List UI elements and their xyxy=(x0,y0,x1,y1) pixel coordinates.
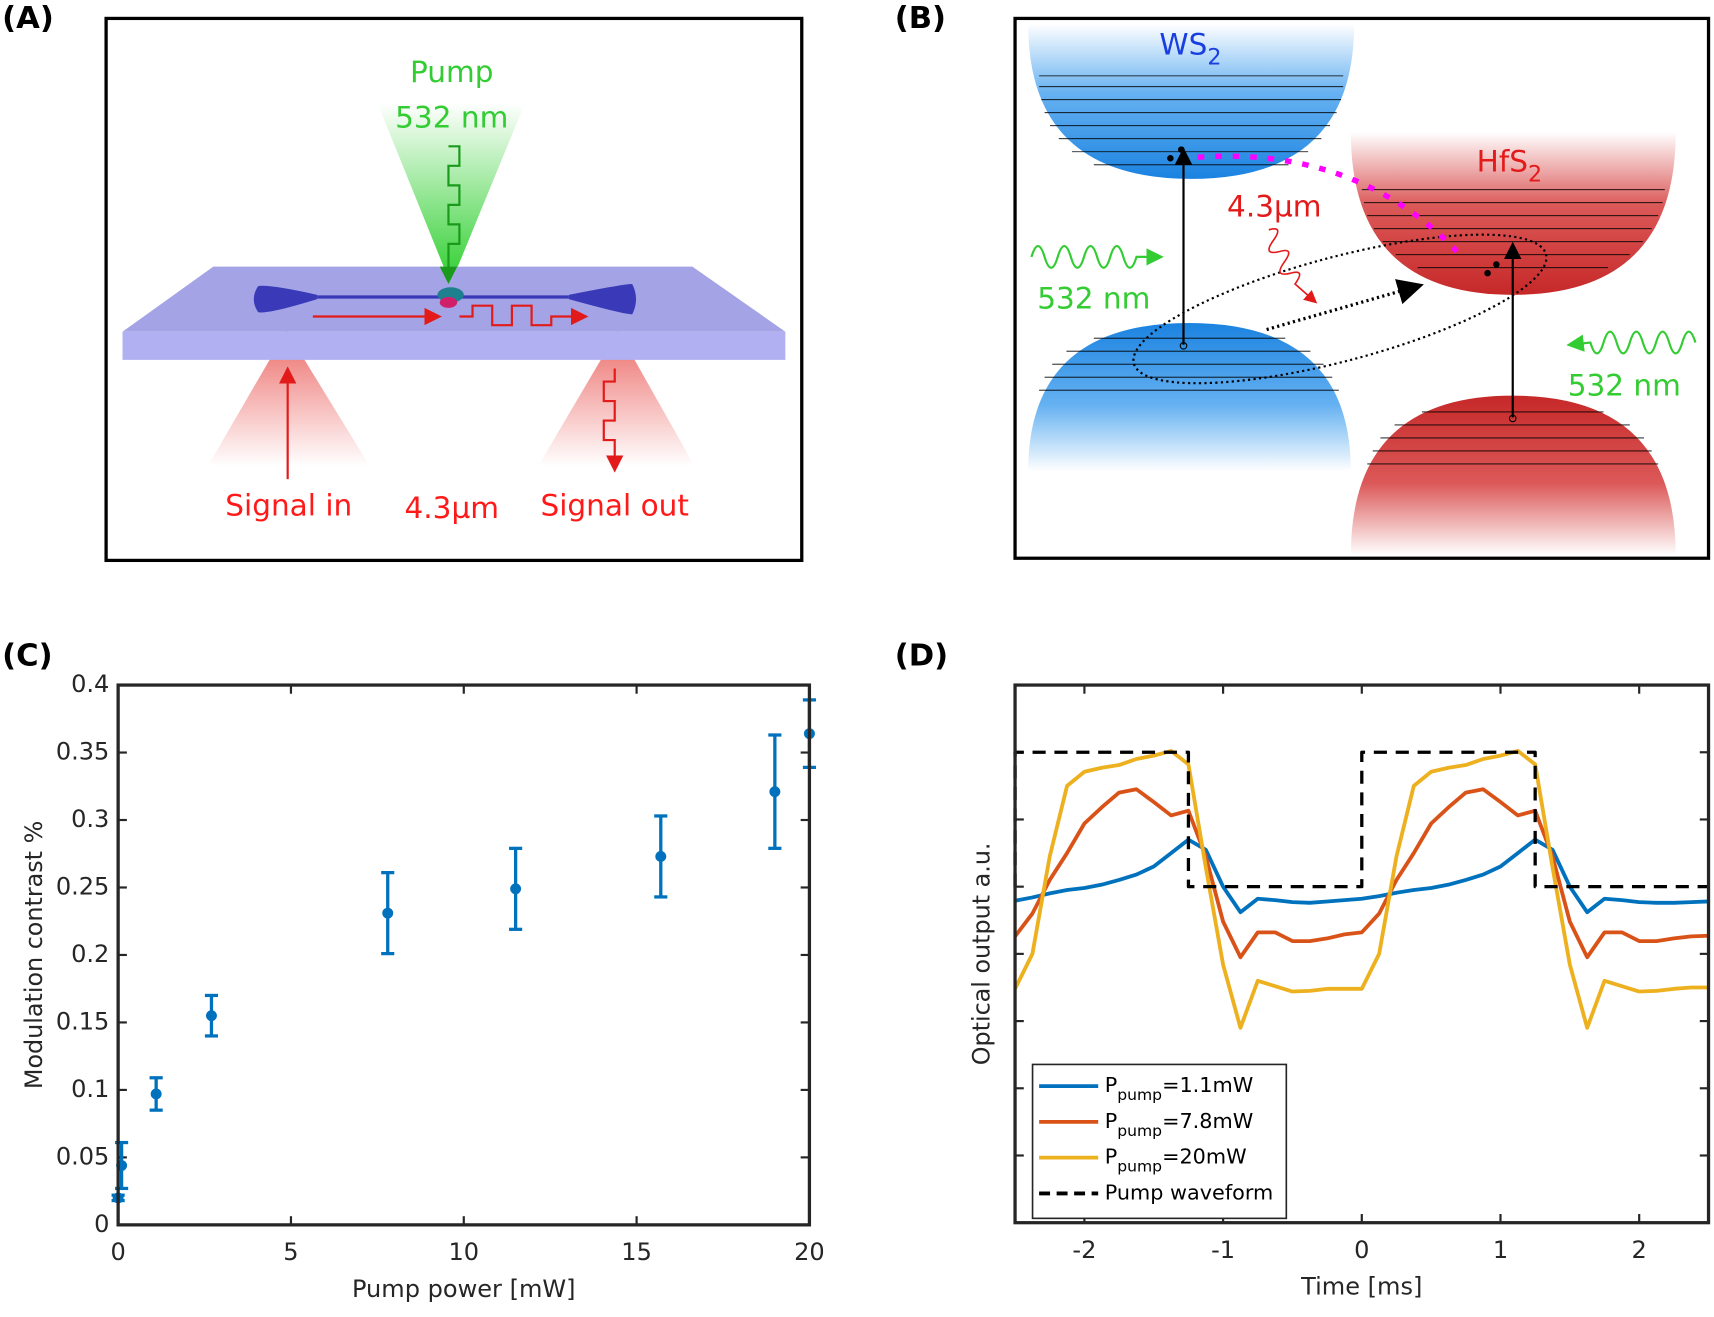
label: 4.3µm xyxy=(1227,190,1322,224)
chip-front xyxy=(122,331,786,360)
series-line xyxy=(1013,787,1709,960)
panel-label: (B) xyxy=(895,1,946,36)
series-line xyxy=(1013,749,1709,1030)
photon xyxy=(1268,228,1318,304)
band xyxy=(1350,395,1676,555)
axes-frame xyxy=(1013,683,1711,1225)
band xyxy=(1028,323,1351,472)
band xyxy=(1350,132,1676,295)
x-tick-label: -2 xyxy=(1072,1236,1096,1264)
legend-label: Pump waveform xyxy=(1105,1180,1274,1204)
point xyxy=(510,883,522,895)
x-tick-label: 2 xyxy=(1632,1236,1647,1264)
band xyxy=(1028,23,1355,179)
taper xyxy=(253,285,318,313)
plot-area xyxy=(118,685,810,1225)
label: 532 nm xyxy=(395,101,508,135)
series-line xyxy=(1014,837,1709,915)
x-tick-label: 15 xyxy=(621,1238,652,1266)
signal-beam xyxy=(538,330,695,467)
arrow xyxy=(1266,279,1424,332)
panel-b: WS2 HfS2 4.3µm 532 nm 532 nm xyxy=(1013,16,1711,560)
label: Pump xyxy=(410,55,494,89)
panel-a: Pump 532 nm Signal in 4.3µm Signal out xyxy=(104,16,804,563)
label: HfS2 xyxy=(1477,144,1542,187)
point xyxy=(655,851,667,862)
photon xyxy=(1030,244,1164,269)
axes-frame xyxy=(116,683,812,1227)
x-tick-label: 0 xyxy=(1354,1236,1369,1264)
panel-label: (A) xyxy=(2,1,54,36)
panel-label: (D) xyxy=(895,638,948,673)
y-tick-label: 0.2 xyxy=(71,940,109,968)
photon xyxy=(1566,330,1697,355)
pump-waveform xyxy=(447,145,461,264)
y-tick-label: 0.25 xyxy=(56,873,110,901)
x-tick-label: 5 xyxy=(283,1238,298,1266)
y-axis-label: Modulation contrast % xyxy=(20,821,48,1089)
transfer-path xyxy=(1197,153,1459,254)
taper xyxy=(568,283,637,315)
y-axis-label: Optical output a.u. xyxy=(967,842,995,1065)
x-axis-label: Pump power [mW] xyxy=(352,1275,576,1303)
signal-waveform xyxy=(459,304,589,327)
label: 532 nm xyxy=(1568,369,1681,403)
label: Signal out xyxy=(541,489,689,523)
y-tick-label: 0.1 xyxy=(71,1075,109,1103)
y-tick-label: 0.35 xyxy=(56,738,110,766)
series-line xyxy=(1013,750,1709,889)
signal-waveform xyxy=(602,368,624,473)
legend-label: Ppump=1.1mW xyxy=(1105,1073,1254,1103)
panel-label: (C) xyxy=(2,638,52,673)
legend-label: Ppump=7.8mW xyxy=(1105,1109,1254,1139)
y-tick-label: 0.3 xyxy=(71,805,109,833)
y-tick-label: 0.15 xyxy=(56,1008,110,1036)
pump-beam xyxy=(377,102,526,284)
x-tick-label: 0 xyxy=(110,1238,125,1266)
x-tick-label: 20 xyxy=(794,1238,825,1266)
y-tick-label: 0.4 xyxy=(71,670,109,698)
x-tick-label: -1 xyxy=(1211,1236,1235,1264)
point xyxy=(382,907,394,919)
x-tick-label: 10 xyxy=(448,1238,479,1266)
exciton xyxy=(1132,233,1548,385)
legend-label: Ppump=20mW xyxy=(1105,1145,1247,1175)
label: WS2 xyxy=(1159,27,1221,70)
y-tick-label: 0 xyxy=(94,1210,109,1238)
label: Signal in xyxy=(225,489,352,523)
flake xyxy=(439,297,458,308)
point xyxy=(769,786,781,798)
y-tick-label: 0.05 xyxy=(56,1142,110,1170)
x-axis-label: Time [ms] xyxy=(1300,1273,1422,1301)
label: 532 nm xyxy=(1037,282,1150,316)
label: 4.3µm xyxy=(404,491,499,525)
point xyxy=(205,1010,217,1022)
x-tick-label: 1 xyxy=(1493,1236,1508,1264)
point xyxy=(150,1088,162,1100)
